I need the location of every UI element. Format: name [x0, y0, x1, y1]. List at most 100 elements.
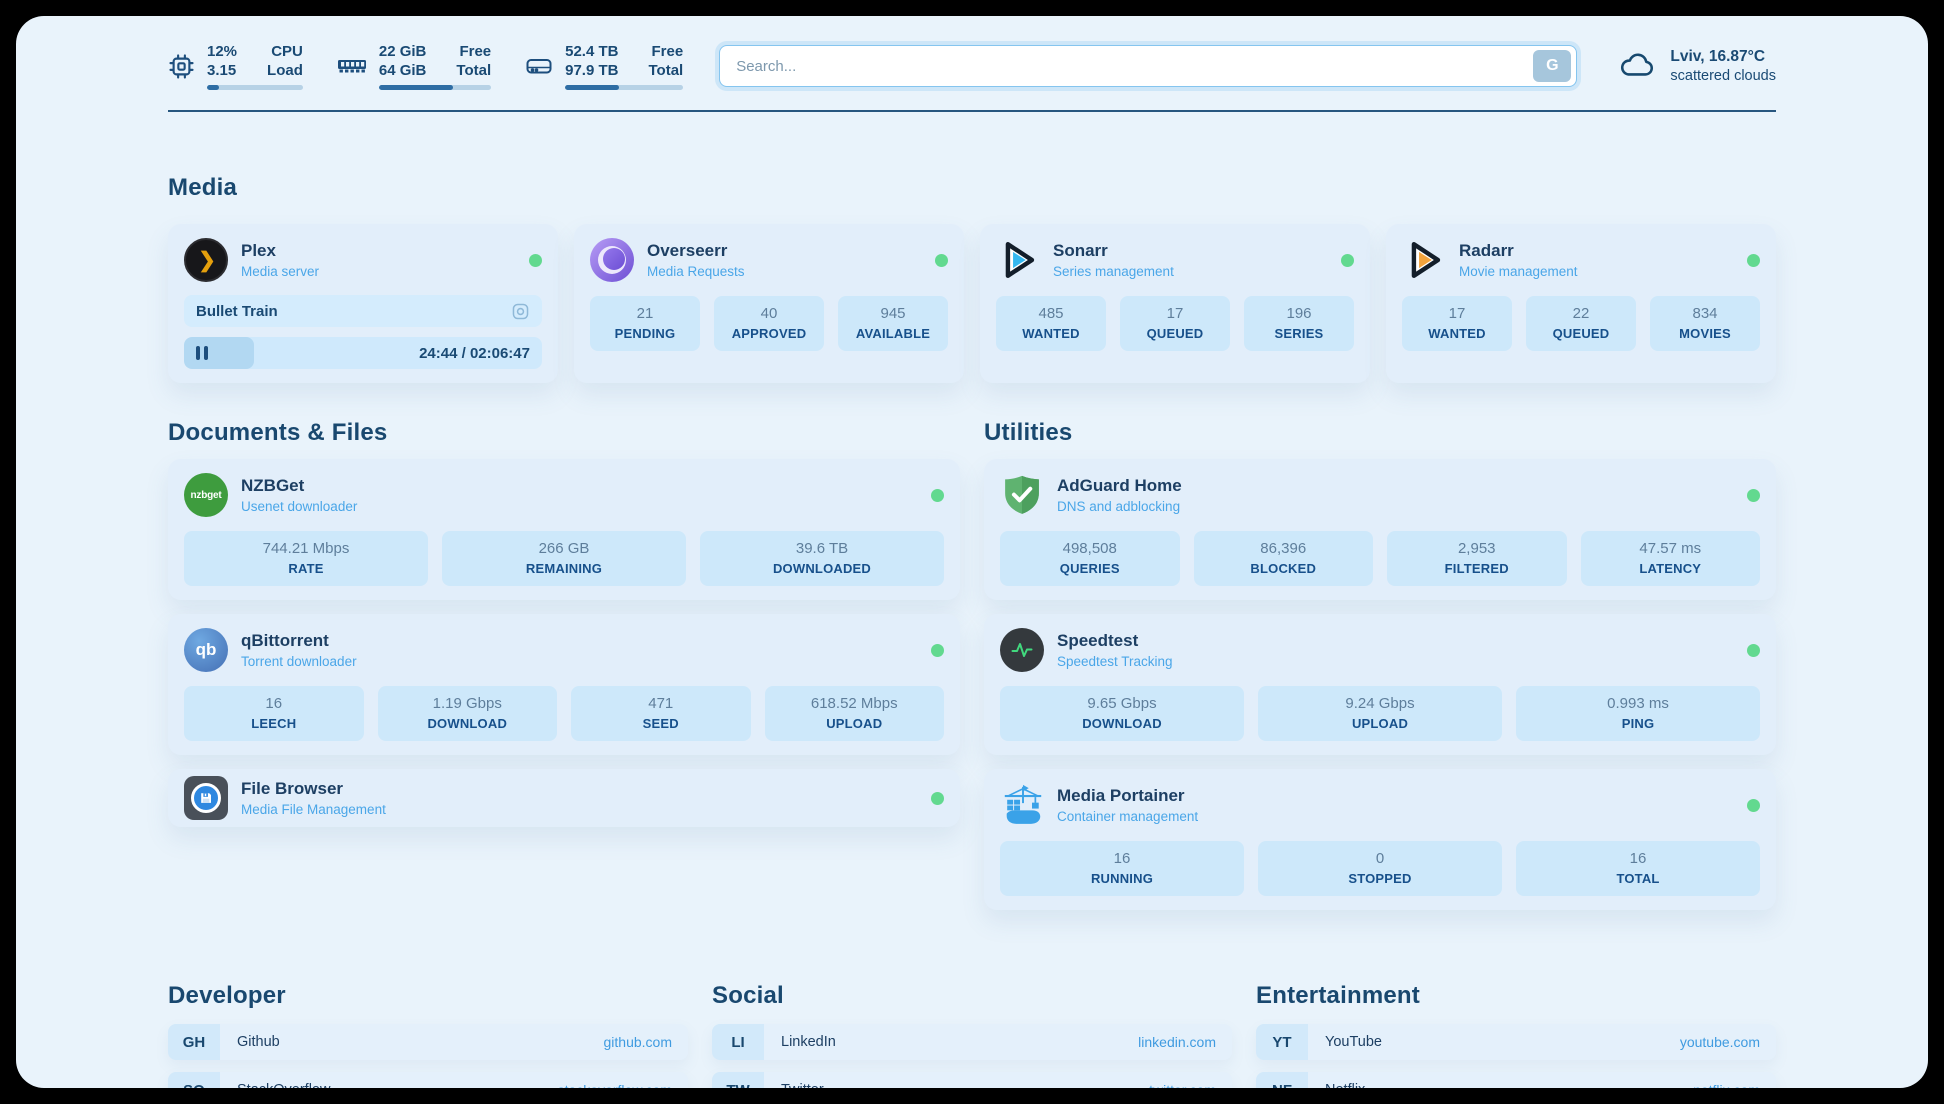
app-card-plex[interactable]: ❯ Plex Media server Bullet Train 24:44 / 02:…	[168, 224, 558, 383]
bookmark-link-youtube[interactable]: YT YouTube youtube.com	[1256, 1024, 1776, 1060]
app-titles: Radarr Movie management	[1459, 240, 1578, 281]
stat-pill-label: TOTAL	[1616, 871, 1660, 886]
app-name: NZBGet	[241, 475, 305, 495]
app-card-adguard-home[interactable]: AdGuard Home DNS and adblocking 498,508 QUE…	[984, 459, 1776, 600]
stat-pill-blocked: 86,396 BLOCKED	[1193, 531, 1373, 586]
app-stats-row: 9.65 Gbps DOWNLOAD 9.24 Gbps UPLOAD 0.993 ms…	[1000, 686, 1760, 741]
status-indicator	[931, 488, 944, 502]
stat-pill-value: 618.52 Mbps	[810, 695, 898, 712]
app-card-radarr[interactable]: Radarr Movie management 17 WANTED 22 QUEUED 83…	[1386, 224, 1776, 383]
app-titles: Speedtest Speedtest Tracking	[1057, 630, 1173, 671]
status-indicator	[529, 253, 542, 267]
app-titles: Sonarr Series management	[1053, 240, 1174, 281]
stat-body: 22 GiB 64 GiB Free Total	[378, 42, 492, 90]
stat-pill-value: 9.24 Gbps	[1345, 695, 1415, 712]
stat-pill-wanted: 485 WANTED	[996, 296, 1106, 351]
section-title-social: Social	[712, 982, 784, 1009]
stat-text: 22 GiB 64 GiB Free Total	[379, 42, 491, 80]
status-indicator	[1341, 253, 1354, 267]
app-name: AdGuard Home	[1057, 475, 1182, 495]
adguard-icon	[1000, 473, 1044, 517]
bookmark-abbr: GH	[168, 1024, 220, 1060]
stat-pill-leech: 16 LEECH	[184, 686, 364, 741]
bookmark-name: Twitter	[781, 1082, 824, 1088]
app-card-speedtest[interactable]: Speedtest Speedtest Tracking 9.65 Gbps DOWN…	[984, 614, 1776, 755]
stat-text: 12% 3.15 CPU Load	[207, 42, 303, 80]
stat-progressbar	[378, 85, 492, 90]
stat-pill-value: 39.6 TB	[795, 540, 849, 557]
pause-button[interactable]	[196, 346, 208, 360]
stat-pill-value: 744.21 Mbps	[262, 540, 350, 557]
video-icon	[511, 302, 530, 321]
stat-labels: Free Total	[456, 42, 491, 80]
stat-pill-value: 471	[648, 695, 674, 712]
stat-pill-value: 47.57 ms	[1639, 540, 1702, 557]
cloud-icon	[1619, 52, 1657, 80]
app-titles: AdGuard Home DNS and adblocking	[1057, 475, 1182, 516]
stat-pill-pending: 21 PENDING	[590, 296, 700, 351]
bookmark-link-twitter[interactable]: TW Twitter twitter.com	[712, 1072, 1232, 1088]
app-card-qbittorrent[interactable]: qb qBittorrent Torrent downloader 16 LEECH 1.…	[168, 614, 960, 755]
bookmark-link-linkedin[interactable]: LI LinkedIn linkedin.com	[712, 1024, 1232, 1060]
app-stats-row: 17 WANTED 22 QUEUED 834 MOVIES	[1402, 296, 1760, 351]
stat-pill-remaining: 266 GB REMAINING	[442, 531, 686, 586]
stat-pill-total: 16 TOTAL	[1516, 841, 1760, 896]
app-card-header: qb qBittorrent Torrent downloader	[184, 628, 944, 672]
stat-body: 52.4 TB 97.9 TB Free Total	[565, 42, 684, 90]
stat-progress-fill	[207, 85, 219, 90]
search-input[interactable]	[720, 46, 1577, 86]
app-stats-row: 21 PENDING 40 APPROVED 945 AVAILABLE	[590, 296, 948, 351]
stat-pill-movies: 834 MOVIES	[1650, 296, 1760, 351]
app-card-sonarr[interactable]: Sonarr Series management 485 WANTED 17 QUEUED…	[980, 224, 1370, 383]
stat-pill-label: LATENCY	[1639, 561, 1702, 576]
status-indicator	[1747, 488, 1760, 502]
stat-labels: Free Total	[648, 42, 683, 80]
app-card-file-browser[interactable]: File Browser Media File Management	[168, 769, 960, 827]
bookmark-link-github[interactable]: GH Github github.com	[168, 1024, 688, 1060]
app-titles: Overseerr Media Requests	[647, 240, 745, 281]
stat-labels: CPU Load	[267, 42, 303, 80]
bookmark-url: stackoverflow.com	[558, 1082, 672, 1088]
app-card-header: Speedtest Speedtest Tracking	[1000, 628, 1760, 672]
stat-progress-fill	[565, 85, 620, 90]
stat-pill-value: 17	[1448, 305, 1466, 322]
status-indicator	[1747, 798, 1760, 812]
app-card-overseerr[interactable]: Overseerr Media Requests 21 PENDING 40 APPROV…	[574, 224, 964, 383]
stat-value: 22 GiB	[378, 43, 427, 60]
search-engine-button[interactable]: G	[1533, 50, 1572, 82]
now-playing-row: Bullet Train	[184, 295, 542, 327]
app-card-media-portainer[interactable]: Media Portainer Container management 16 RUN…	[984, 769, 1776, 910]
app-card-nzbget[interactable]: nzbget NZBGet Usenet downloader 744.21 Mbps…	[168, 459, 960, 600]
stat-pill-label: SEED	[642, 716, 679, 731]
status-indicator	[1747, 643, 1760, 657]
bookmark-link-stackoverflow[interactable]: SO StackOverflow stackoverflow.com	[168, 1072, 688, 1088]
disk-icon	[525, 55, 553, 77]
stat-pill-upload: 618.52 Mbps UPLOAD	[764, 686, 944, 741]
app-stats-row: 485 WANTED 17 QUEUED 196 SERIES	[996, 296, 1354, 351]
stat-pill-stopped: 0 STOPPED	[1258, 841, 1502, 896]
stat-label: Total	[648, 62, 684, 79]
playback-time: 24:44 / 02:06:47	[419, 344, 530, 362]
section-utilities: Utilities AdGuard Home DNS and adblocking…	[984, 419, 1776, 910]
stat-pill-filtered: 2,953 FILTERED	[1387, 531, 1567, 586]
playback-progress-fill	[184, 337, 254, 369]
stat-pill-value: 17	[1166, 305, 1184, 322]
stat-pill-available: 945 AVAILABLE	[838, 296, 948, 351]
stat-pill-rate: 744.21 Mbps RATE	[184, 531, 428, 586]
stat-pill-value: 1.19 Gbps	[432, 695, 502, 712]
stat-value: 64 GiB	[378, 62, 427, 79]
stat-pill-value: 2,953	[1457, 540, 1496, 557]
status-indicator	[931, 643, 944, 657]
stat-value: 12%	[207, 43, 238, 60]
stat-label: Free	[651, 43, 684, 60]
stat-pill-wanted: 17 WANTED	[1402, 296, 1512, 351]
bookmark-url: github.com	[603, 1034, 672, 1050]
bookmark-name: Github	[237, 1034, 280, 1050]
stat-pill-value: 0.993 ms	[1607, 695, 1669, 712]
app-name: Sonarr	[1053, 240, 1108, 260]
search-area: G	[719, 45, 1578, 87]
stat-pill-label: RUNNING	[1090, 871, 1154, 886]
bookmark-url: linkedin.com	[1138, 1034, 1216, 1050]
section-title-media: Media	[168, 174, 238, 201]
bookmark-link-netflix[interactable]: NF Netflix netflix.com	[1256, 1072, 1776, 1088]
